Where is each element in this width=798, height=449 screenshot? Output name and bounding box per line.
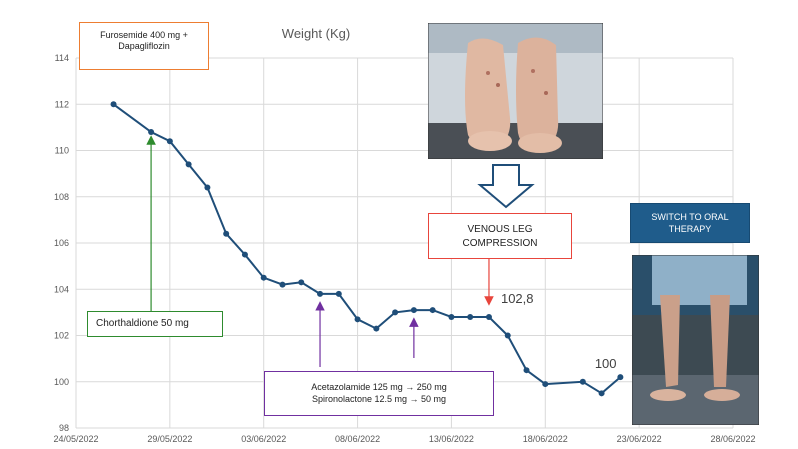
compression-line1: VENOUS LEG [467, 224, 533, 235]
y-tick-label: 106 [54, 238, 69, 248]
y-tick-labels: 98 100 102 104 106 108 110 112 114 [54, 53, 69, 433]
data-point [373, 325, 380, 332]
legs-photo-before [428, 23, 603, 159]
x-tick-label: 18/06/2022 [523, 434, 568, 444]
acetazolamide-annotation: Acetazolamide 125 mg → 250 mg Spironolac… [264, 371, 494, 416]
y-tick-label: 112 [55, 99, 69, 109]
data-point [241, 251, 248, 258]
y-tick-label: 100 [54, 377, 69, 387]
x-tick-label: 28/06/2022 [710, 434, 755, 444]
spironolactone-line2: Spironolactone 12.5 mg → 50 mg [311, 394, 447, 404]
furosemide-line1: Furosemide 400 mg + [100, 30, 188, 40]
data-point [579, 378, 586, 385]
compression-annotation: VENOUS LEG COMPRESSION [428, 213, 572, 259]
y-tick-label: 102 [54, 331, 69, 341]
chart-title: Weight (Kg) [282, 26, 350, 41]
x-tick-label: 29/05/2022 [147, 434, 192, 444]
data-label: 102,8 [501, 291, 534, 306]
annotation-arrows [146, 135, 494, 367]
data-point [185, 161, 192, 168]
data-point [392, 309, 399, 316]
furosemide-annotation: Furosemide 400 mg + Dapagliflozin [79, 22, 209, 70]
x-tick-label: 13/06/2022 [429, 434, 474, 444]
furosemide-line2: Dapagliflozin [118, 41, 170, 51]
data-point [204, 184, 211, 191]
data-point [260, 274, 267, 281]
data-point [485, 314, 492, 320]
y-tick-label: 110 [55, 146, 69, 156]
data-point [504, 332, 511, 339]
oral-line1: SWITCH TO ORAL [651, 212, 729, 222]
oral-therapy-annotation: SWITCH TO ORAL THERAPY [630, 203, 750, 243]
data-point [542, 381, 549, 388]
data-point [335, 290, 342, 297]
y-tick-label: 108 [54, 192, 69, 202]
data-point [298, 279, 305, 286]
data-label: 100 [595, 356, 617, 371]
data-point [148, 129, 155, 135]
down-arrow-icon [477, 164, 535, 209]
weight-series [110, 101, 624, 397]
data-point [523, 367, 530, 374]
y-tick-label: 98 [59, 423, 69, 433]
legs-photo-after [632, 255, 759, 425]
data-point [617, 374, 624, 381]
weight-line [112, 103, 622, 395]
data-point [467, 314, 474, 320]
data-point [354, 316, 361, 323]
oral-line2: THERAPY [668, 224, 712, 234]
acetazolamide-line1: Acetazolamide 125 mg → 250 mg [311, 382, 447, 392]
data-point [410, 307, 417, 314]
data-point [598, 390, 605, 397]
data-labels: 102,8 100 [501, 291, 617, 371]
compression-line2: COMPRESSION [462, 238, 538, 249]
chorthaldione-label: Chorthaldione 50 mg [96, 318, 189, 329]
data-point [166, 138, 173, 145]
data-point [223, 230, 230, 237]
x-tick-labels: 24/05/2022 29/05/2022 03/06/2022 08/06/2022… [53, 434, 755, 444]
data-point [448, 314, 455, 320]
y-tick-label: 114 [55, 53, 69, 63]
x-tick-label: 03/06/2022 [241, 434, 286, 444]
data-point [279, 281, 286, 288]
x-tick-label: 23/06/2022 [617, 434, 662, 444]
x-tick-label: 08/06/2022 [335, 434, 380, 444]
data-point [429, 307, 436, 314]
data-point [110, 101, 117, 108]
x-tick-label: 24/05/2022 [53, 434, 98, 444]
data-point [317, 290, 324, 297]
chorthaldione-annotation: Chorthaldione 50 mg [87, 311, 223, 337]
y-tick-label: 104 [54, 284, 69, 294]
